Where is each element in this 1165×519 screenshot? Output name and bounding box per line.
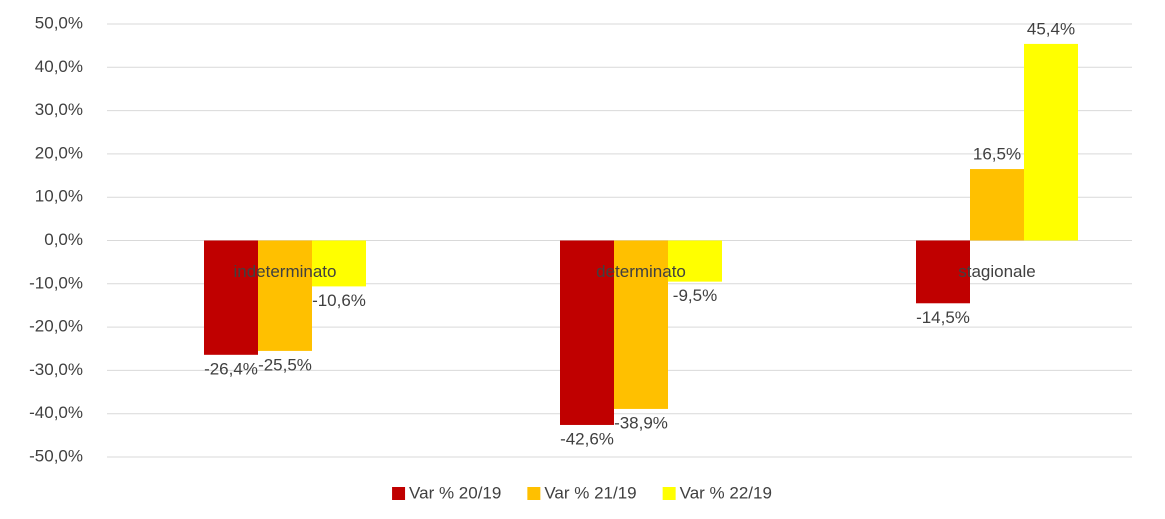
legend-label: Var % 20/19 bbox=[409, 483, 501, 502]
bar bbox=[258, 240, 312, 351]
legend-swatch bbox=[527, 487, 541, 500]
x-tick-label: determinato bbox=[596, 262, 686, 281]
y-tick-label: -10,0% bbox=[29, 273, 83, 292]
y-tick-label: -30,0% bbox=[29, 360, 83, 379]
bar bbox=[1024, 43, 1078, 241]
y-tick-label: 0,0% bbox=[44, 230, 83, 249]
data-label: -26,4% bbox=[204, 359, 258, 378]
legend-swatch bbox=[392, 487, 406, 500]
x-tick-label: indeterminato bbox=[233, 262, 336, 281]
legend-label: Var % 22/19 bbox=[680, 483, 772, 502]
y-tick-label: -50,0% bbox=[29, 446, 83, 465]
y-tick-label: 30,0% bbox=[35, 100, 83, 119]
data-label: -14,5% bbox=[916, 308, 970, 327]
bar bbox=[916, 240, 970, 304]
x-tick-label: stagionale bbox=[958, 262, 1036, 281]
data-label: -9,5% bbox=[673, 286, 717, 305]
bar bbox=[614, 240, 668, 409]
legend-label: Var % 21/19 bbox=[544, 483, 636, 502]
data-label: -10,6% bbox=[312, 291, 366, 310]
data-label: 45,4% bbox=[1027, 19, 1075, 38]
y-tick-label: 40,0% bbox=[35, 57, 83, 76]
bar bbox=[312, 240, 366, 287]
data-label: -25,5% bbox=[258, 355, 312, 374]
y-tick-label: -40,0% bbox=[29, 403, 83, 422]
bar bbox=[970, 169, 1024, 241]
legend-swatch bbox=[662, 487, 676, 500]
bar bbox=[668, 240, 722, 282]
bar bbox=[560, 240, 614, 425]
data-label: 16,5% bbox=[973, 145, 1021, 164]
y-tick-label: 50,0% bbox=[35, 13, 83, 32]
y-tick-label: -20,0% bbox=[29, 317, 83, 336]
y-tick-label: 10,0% bbox=[35, 187, 83, 206]
data-label: -42,6% bbox=[560, 429, 614, 448]
bar bbox=[204, 240, 258, 355]
y-tick-label: 20,0% bbox=[35, 143, 83, 162]
data-label: -38,9% bbox=[614, 413, 668, 432]
